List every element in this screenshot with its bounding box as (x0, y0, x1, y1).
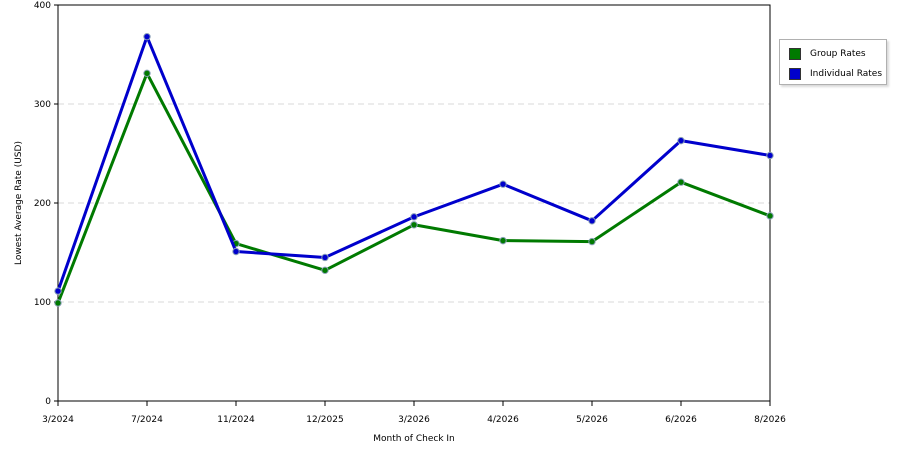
legend-item-group-rates: Group Rates (789, 47, 866, 61)
legend-swatch-group-rates (789, 48, 801, 60)
y-tick-label: 200 (34, 199, 51, 209)
series-individual-rates (54, 32, 774, 295)
data-point (143, 32, 151, 41)
y-tick-label: 0 (45, 397, 51, 407)
series-group-rates (54, 69, 774, 307)
data-point (232, 247, 240, 256)
x-tick-label: 5/2026 (576, 415, 608, 425)
data-point (499, 236, 507, 245)
legend-swatch-individual-rates (789, 68, 801, 80)
data-point (410, 221, 418, 229)
x-tick-label: 6/2026 (665, 415, 697, 425)
data-point (766, 151, 774, 160)
y-tick-label: 100 (34, 298, 51, 308)
data-point (677, 178, 685, 186)
x-axis-label: Month of Check In (373, 434, 455, 444)
x-axis: 3/2024 7/2024 11/2024 12/2025 3/2026 4/2026 5/… (42, 401, 786, 425)
data-point (677, 136, 685, 145)
data-point (321, 253, 329, 262)
y-axis-label: Lowest Average Rate (USD) (14, 141, 24, 265)
legend-label-individual-rates: Individual Rates (810, 69, 883, 79)
data-point (588, 237, 596, 246)
data-point (588, 217, 596, 225)
y-tick-label: 400 (34, 1, 51, 11)
series-line (56, 35, 771, 292)
x-tick-label: 8/2026 (754, 415, 786, 425)
x-tick-label: 4/2026 (487, 415, 519, 425)
series-line (56, 71, 771, 304)
legend-label-group-rates: Group Rates (810, 49, 866, 59)
data-point (499, 180, 507, 188)
x-tick-label: 3/2026 (398, 415, 430, 425)
y-tick-label: 300 (34, 100, 51, 110)
x-tick-label: 7/2024 (131, 415, 163, 425)
x-tick-label: 12/2025 (306, 415, 343, 425)
data-point (766, 212, 774, 220)
series-layer (54, 32, 774, 307)
legend-item-individual-rates: Individual Rates (789, 67, 882, 81)
gridlines (58, 103, 770, 303)
data-point (54, 287, 62, 295)
y-axis: 0 100 200 300 400 (34, 1, 58, 407)
x-tick-label: 3/2024 (42, 415, 74, 425)
data-point (321, 266, 329, 275)
data-point (54, 299, 62, 307)
data-point (410, 213, 418, 221)
data-point (143, 69, 151, 78)
legend: Group Rates Individual Rates (779, 39, 887, 85)
x-tick-label: 11/2024 (217, 415, 255, 425)
